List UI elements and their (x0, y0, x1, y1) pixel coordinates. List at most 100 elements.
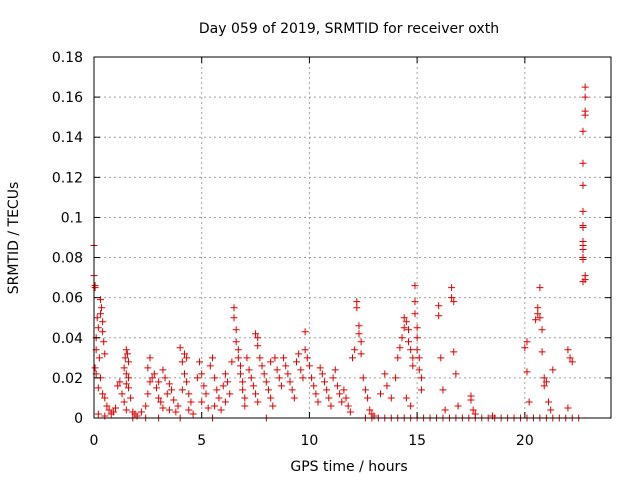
data-point (264, 386, 272, 394)
data-point (364, 394, 372, 402)
data-point (303, 354, 311, 362)
data-point (405, 338, 413, 346)
data-point (579, 127, 587, 135)
data-point (118, 390, 126, 398)
data-point (236, 362, 244, 370)
data-point (96, 310, 104, 318)
data-point (355, 322, 363, 330)
data-point (185, 406, 193, 414)
data-point (94, 410, 102, 418)
data-point (157, 398, 165, 406)
data-point (183, 378, 191, 386)
data-point (301, 328, 309, 336)
data-point (121, 354, 129, 362)
data-point (172, 408, 180, 416)
data-point (258, 362, 266, 370)
data-point (178, 386, 186, 394)
y-tick-label: 0.18 (52, 50, 83, 66)
data-point (295, 350, 303, 358)
data-point (159, 366, 167, 374)
data-point (325, 394, 333, 402)
data-point (566, 354, 574, 362)
data-point (213, 386, 221, 394)
data-point (176, 344, 184, 352)
data-point (163, 390, 171, 398)
data-point (161, 374, 169, 382)
data-point (217, 406, 225, 414)
data-point (338, 398, 346, 406)
data-point (579, 278, 587, 286)
data-point (280, 354, 288, 362)
data-point (297, 366, 305, 374)
data-point (245, 366, 253, 374)
data-point (413, 346, 421, 354)
data-point (536, 284, 544, 292)
data-point (467, 396, 475, 404)
data-point (202, 390, 210, 398)
data-point (564, 346, 572, 354)
data-point (549, 366, 557, 374)
data-point (94, 384, 102, 392)
data-point (232, 326, 240, 334)
data-point (183, 354, 191, 362)
y-tick-label: 0.1 (61, 210, 83, 226)
data-point (435, 302, 443, 310)
data-point (547, 406, 555, 414)
data-point (105, 406, 113, 414)
data-point (581, 83, 589, 91)
data-point (398, 334, 406, 342)
data-point (215, 394, 223, 402)
data-point (124, 358, 132, 366)
data-point (538, 326, 546, 334)
data-point (411, 298, 419, 306)
data-point (407, 346, 415, 354)
data-point (198, 370, 206, 378)
data-point (159, 404, 167, 412)
data-point (413, 334, 421, 342)
data-point (112, 404, 120, 412)
data-point (333, 382, 341, 390)
data-point (193, 374, 201, 382)
data-point (284, 370, 292, 378)
data-point (200, 382, 208, 390)
data-point (452, 370, 460, 378)
data-point (417, 386, 425, 394)
data-point (277, 382, 285, 390)
data-point (331, 366, 339, 374)
data-point (409, 354, 417, 362)
data-point (120, 398, 128, 406)
data-point (581, 93, 589, 101)
data-point (534, 304, 542, 312)
data-point (93, 314, 101, 322)
data-point (312, 390, 320, 398)
data-point (327, 402, 335, 410)
data-point (540, 374, 548, 382)
data-point (226, 390, 234, 398)
data-point (353, 304, 361, 312)
data-point (91, 364, 99, 372)
data-point (267, 358, 275, 366)
data-point (100, 338, 108, 346)
data-point (234, 354, 242, 362)
data-point (249, 382, 257, 390)
data-point (469, 406, 477, 414)
data-point (318, 370, 326, 378)
x-tick-label: 10 (301, 433, 319, 449)
data-point (581, 111, 589, 119)
data-point (275, 374, 283, 382)
data-point (120, 364, 128, 372)
data-point (122, 406, 130, 414)
data-point (198, 398, 206, 406)
data-point (357, 338, 365, 346)
data-point (409, 362, 417, 370)
data-point (355, 330, 363, 338)
data-point (273, 366, 281, 374)
data-point (267, 394, 275, 402)
data-point (392, 374, 400, 382)
data-point (400, 324, 408, 332)
data-point (230, 304, 238, 312)
data-point (340, 386, 348, 394)
data-point (286, 378, 294, 386)
data-point (564, 404, 572, 412)
axis-ticks: 0 0.02 0.04 0.06 0.08 0.1 0.12 0.14 0.16 0.18 0 5 10… (52, 50, 611, 449)
